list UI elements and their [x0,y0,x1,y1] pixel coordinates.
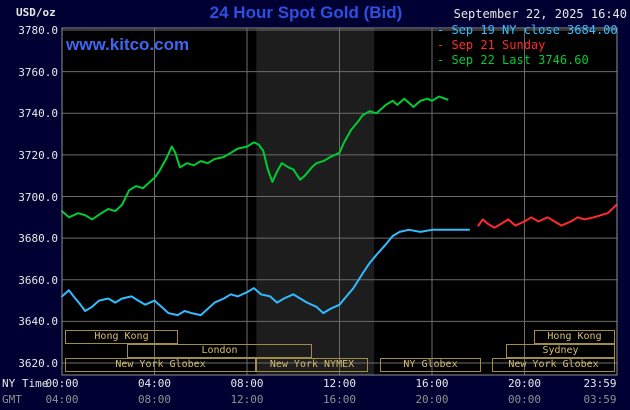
x-tick-label-gmt: 20:00 [415,393,449,406]
y-tick-label: 3620.0 [18,357,58,370]
legend-item-sep22: - Sep 22 Last 3746.60 [437,53,618,68]
chart-legend: - Sep 19 NY close 3684.00- Sep 21 Sunday… [437,23,618,68]
y-tick-label: 3680.0 [18,232,58,246]
nymex-session-band [256,28,375,375]
session-box-hong-kong: Hong Kong [65,330,178,344]
chart-title: 24 Hour Spot Gold (Bid) [209,3,403,22]
x-tick-label-ny: 23:59 [583,377,617,390]
x-tick-label-gmt: 12:00 [230,393,264,406]
series-line-sep19 [61,228,470,317]
x-tick-label-gmt: 00:00 [507,393,542,406]
session-box-london: London [127,344,312,358]
y-tick-label: 3720.0 [18,148,58,162]
session-box-new-york-globex: New York Globex [65,358,256,372]
y-tick-label: 3700.0 [18,190,58,204]
legend-dash-marker: - [437,38,452,52]
x-tick-label-gmt: 03:59 [583,393,617,406]
y-tick-label: 3640.0 [18,315,58,329]
legend-label: Sep 22 Last 3746.60 [451,53,589,67]
x-tick-label-ny: 08:00 [230,377,264,390]
x-tick-label-ny: 00:00 [45,377,79,390]
x-tick-label-ny: 20:00 [507,377,542,390]
x-tick-label-ny: 04:00 [137,377,172,390]
session-box-new-york-nymex: New York NYMEX [256,358,368,372]
session-box-ny-globex: NY Globex [380,358,481,372]
legend-label: Sep 19 NY close 3684.00 [451,23,618,37]
series-line-sep21 [477,203,618,229]
x-tick-label-gmt: 04:00 [45,393,79,406]
session-box-sydney: Sydney [506,344,615,358]
legend-item-sep21: - Sep 21 Sunday [437,38,618,53]
legend-label: Sep 21 Sunday [451,38,546,52]
y-tick-label: 3760.0 [18,65,58,79]
x-axis-row-label-ny-time: NY Time [2,377,49,390]
x-axis-row-label-gmt: GMT [2,393,22,406]
x-tick-label-ny: 12:00 [322,377,357,390]
y-axis-unit-label: USD/oz [16,6,56,19]
y-tick-label: 3660.0 [18,273,58,287]
x-tick-label-gmt: 08:00 [137,393,172,406]
x-tick-label-ny: 16:00 [415,377,449,390]
kitco-watermark-link[interactable]: www.kitco.com [66,35,190,54]
x-tick-label-gmt: 16:00 [322,393,357,406]
session-box-hong-kong: Hong Kong [534,330,615,344]
legend-item-sep19: - Sep 19 NY close 3684.00 [437,23,618,38]
legend-dash-marker: - [437,53,452,67]
chart-datetime: September 22, 2025 16:40 [453,7,627,21]
series-line-sep22 [61,95,449,221]
y-tick-label: 3740.0 [18,107,58,121]
plot-border [61,27,618,376]
legend-dash-marker: - [437,23,452,37]
session-box-new-york-globex: New York Globex [492,358,615,372]
y-tick-label: 3780.0 [18,24,58,37]
